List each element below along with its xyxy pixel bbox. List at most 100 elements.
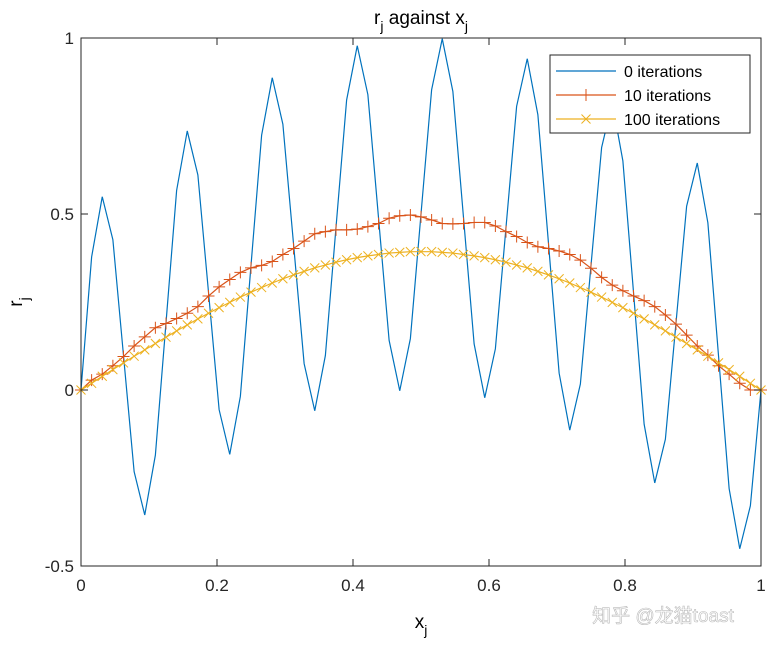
data-point-marker xyxy=(383,212,396,225)
data-point-marker xyxy=(288,270,299,280)
legend-entry[interactable]: 0 iterations xyxy=(556,64,702,81)
data-point-marker xyxy=(681,338,692,349)
legend-label: 0 iterations xyxy=(624,64,702,81)
data-point-marker xyxy=(446,217,459,230)
data-point-marker xyxy=(214,302,224,313)
x-tick-label: 0.4 xyxy=(341,576,365,595)
axes-box xyxy=(80,37,762,567)
data-point-marker xyxy=(478,216,491,229)
data-point-marker xyxy=(117,350,130,363)
data-point-marker xyxy=(574,254,587,267)
x-tick-label: 0.8 xyxy=(613,576,637,595)
series-2 xyxy=(76,246,766,395)
data-point-marker xyxy=(97,371,108,382)
data-point-marker xyxy=(616,284,629,297)
data-point-marker xyxy=(671,332,681,343)
data-point-marker xyxy=(298,235,311,248)
data-point-marker xyxy=(394,247,405,258)
x-tick-label: 0 xyxy=(76,576,85,595)
data-point-marker xyxy=(436,217,449,230)
data-point-marker xyxy=(575,282,586,293)
data-point-marker xyxy=(128,340,141,352)
data-point-marker xyxy=(511,260,522,270)
data-point-marker xyxy=(489,219,502,232)
data-point-marker xyxy=(458,249,469,260)
data-point-marker xyxy=(468,216,481,229)
title-part: j xyxy=(379,18,383,34)
data-point-marker xyxy=(160,317,172,330)
y-tick-label: 0.5 xyxy=(50,205,74,224)
ylabel-part: j xyxy=(16,297,32,301)
data-point-marker xyxy=(724,364,734,375)
data-point-marker xyxy=(522,263,533,273)
y-tick-label: 0 xyxy=(65,381,74,400)
legend-entry[interactable]: 100 iterations xyxy=(556,112,720,129)
data-point-marker xyxy=(564,278,575,288)
data-point-marker xyxy=(638,294,651,307)
data-point-marker xyxy=(276,248,289,261)
data-point-marker xyxy=(245,261,257,274)
data-point-marker xyxy=(373,249,384,260)
data-point-marker xyxy=(181,307,194,320)
xlabel-part: x xyxy=(415,612,425,633)
data-point-marker xyxy=(533,266,543,277)
data-point-marker xyxy=(255,259,268,272)
legend-box xyxy=(549,54,751,134)
data-point-marker xyxy=(670,318,682,331)
y-tick-label: 1 xyxy=(65,29,74,48)
data-point-marker xyxy=(234,266,247,279)
data-point-marker xyxy=(340,223,353,236)
data-point-marker xyxy=(319,225,332,238)
data-point-marker xyxy=(224,297,235,308)
data-point-marker xyxy=(308,227,321,240)
data-point-marker xyxy=(607,297,618,308)
legend-marker xyxy=(581,114,591,124)
title-part: r xyxy=(374,8,381,29)
legend-entry[interactable]: 10 iterations xyxy=(556,88,711,105)
data-point-marker xyxy=(416,246,426,257)
data-point-marker xyxy=(191,300,204,313)
watermark: 知乎 @龙猫toast xyxy=(592,605,734,627)
data-point-marker xyxy=(648,300,661,313)
data-point-marker xyxy=(510,230,523,243)
ylabel-part: r xyxy=(6,300,27,307)
title-part: against x xyxy=(384,8,466,29)
data-point-marker xyxy=(246,287,256,297)
data-point-marker xyxy=(703,351,713,362)
data-point-marker xyxy=(266,255,279,268)
data-point-marker xyxy=(596,292,607,302)
series-layer xyxy=(75,38,767,549)
data-point-marker xyxy=(139,345,150,355)
data-point-marker xyxy=(404,209,417,222)
data-point-marker xyxy=(554,273,564,284)
data-point-marker xyxy=(256,282,267,293)
data-point-marker xyxy=(585,262,597,275)
data-point-marker xyxy=(203,308,214,319)
data-point-marker xyxy=(299,266,309,277)
data-point-marker xyxy=(733,377,746,390)
data-point-marker xyxy=(129,351,139,362)
data-point-marker xyxy=(352,252,363,263)
data-point-marker xyxy=(331,257,341,268)
data-point-marker xyxy=(415,210,427,223)
legend[interactable]: 0 iterations 10 iterations 100 iterations xyxy=(549,54,751,134)
data-point-marker xyxy=(618,302,628,313)
data-point-marker xyxy=(457,217,470,230)
data-point-marker xyxy=(202,290,215,303)
data-point-marker xyxy=(448,248,458,258)
data-point-marker xyxy=(659,309,672,322)
data-point-marker xyxy=(490,254,501,265)
data-point-marker xyxy=(278,273,288,284)
data-point-marker xyxy=(426,246,437,257)
data-point-marker xyxy=(384,248,394,258)
data-point-marker xyxy=(320,260,331,270)
data-point-marker xyxy=(235,292,246,302)
y-tick-label: -0.5 xyxy=(45,557,74,576)
data-point-marker xyxy=(595,271,608,284)
data-point-marker xyxy=(309,263,320,273)
data-point-marker xyxy=(161,332,171,343)
data-point-marker xyxy=(500,225,512,238)
data-point-marker xyxy=(330,223,342,236)
data-point-marker xyxy=(469,251,479,261)
data-point-marker xyxy=(745,378,756,389)
